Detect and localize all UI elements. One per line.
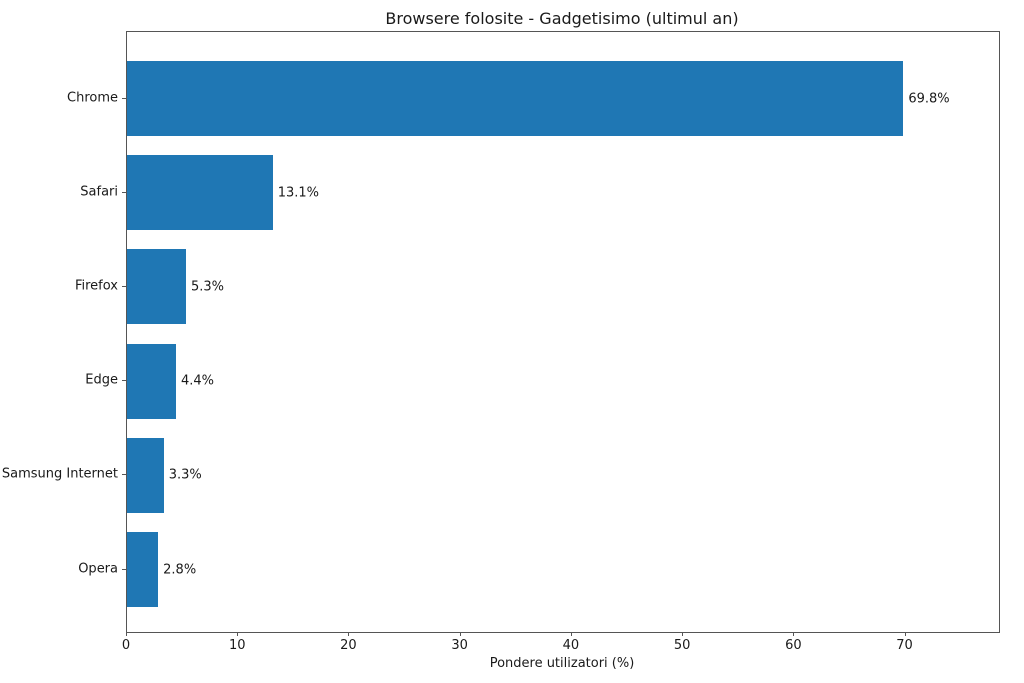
x-tick-mark <box>904 632 906 636</box>
x-tick-mark <box>237 632 239 636</box>
x-tick-mark <box>126 632 127 636</box>
bar-value-label: 13.1% <box>277 185 320 201</box>
bar-value-label: 5.3% <box>190 279 224 295</box>
y-tick-mark <box>122 191 126 193</box>
x-tick-label: 40 <box>562 638 580 653</box>
bar-edge <box>127 343 176 419</box>
y-tick-label: Firefox <box>74 278 118 294</box>
x-tick-mark <box>570 632 572 636</box>
x-tick-label: 60 <box>785 638 802 653</box>
plot-area: 69.8% 13.1% 5.3% 4.4% 3.3% 2.8% <box>126 31 1000 633</box>
bar-firefox <box>127 249 186 325</box>
bar-safari <box>127 155 273 231</box>
x-tick-label: 20 <box>340 638 357 653</box>
x-tick-label: 0 <box>121 638 131 653</box>
bar-value-label: 3.3% <box>168 467 202 483</box>
x-tick-mark <box>459 632 461 636</box>
y-tick-label: Safari <box>80 184 118 200</box>
bar-opera <box>127 532 159 607</box>
y-tick-label: Opera <box>78 561 118 576</box>
y-tick-label: Edge <box>85 372 118 388</box>
bar-value-label: 4.4% <box>180 373 214 389</box>
bar-chrome <box>127 61 904 136</box>
y-tick-mark <box>122 380 126 382</box>
y-tick-mark <box>122 97 126 99</box>
y-tick-mark <box>122 568 126 570</box>
x-tick-label: 50 <box>673 638 691 653</box>
y-tick-label: Samsung Internet <box>1 466 118 482</box>
bar-value-label: 69.8% <box>908 91 950 106</box>
y-tick-label: Chrome <box>67 90 118 105</box>
x-tick-label: 30 <box>451 638 468 653</box>
bar-value-label: 2.8% <box>163 562 197 577</box>
bar-samsung-internet <box>127 437 164 513</box>
y-tick-mark <box>122 474 126 476</box>
x-tick-mark <box>682 632 684 636</box>
x-tick-mark <box>348 632 350 636</box>
x-tick-label: 10 <box>228 638 246 653</box>
x-tick-mark <box>793 632 795 636</box>
x-tick-label: 70 <box>896 638 913 653</box>
x-axis-label: Pondere utilizatori (%) <box>489 656 635 671</box>
chart-title: Browsere folosite - Gadgetisimo (ultimul… <box>385 9 739 28</box>
y-tick-mark <box>122 285 126 287</box>
